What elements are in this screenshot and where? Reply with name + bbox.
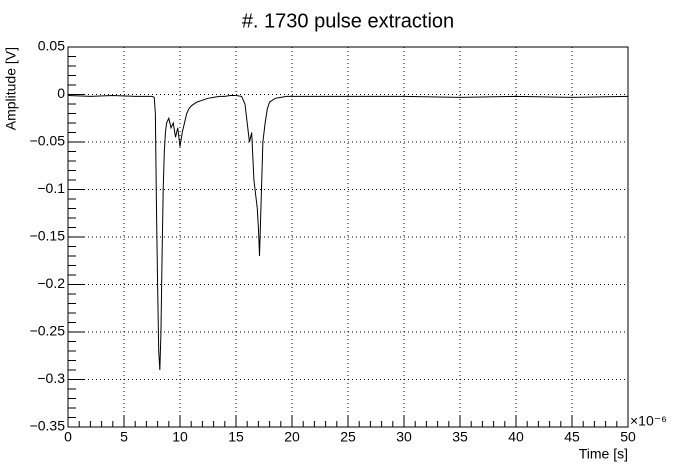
plot-frame (67, 46, 629, 428)
x-multiplier: ×10⁻⁶ (630, 413, 667, 429)
x-axis-title: Time [s] (579, 446, 628, 462)
y-tick-label: −0.3 (37, 370, 65, 386)
y-tick-label: −0.1 (37, 180, 65, 196)
y-tick-label: 0.05 (38, 38, 65, 54)
x-tick-label: 50 (620, 429, 636, 445)
x-tick-label: 25 (340, 429, 356, 445)
x-tick-label: 30 (396, 429, 412, 445)
x-tick-label: 5 (120, 429, 128, 445)
y-tick-label: −0.05 (30, 133, 66, 149)
chart-title: #. 1730 pulse extraction (242, 10, 454, 32)
y-tick-label: −0.25 (30, 323, 66, 339)
y-tick-label: 0 (57, 85, 65, 101)
x-tick-label: 40 (508, 429, 524, 445)
y-tick-label: −0.35 (30, 418, 66, 434)
y-tick-label: −0.2 (37, 275, 65, 291)
y-axis-title: Amplitude [V] (3, 47, 19, 130)
x-tick-label: 0 (64, 429, 72, 445)
x-tick-label: 35 (452, 429, 468, 445)
x-tick-label: 20 (284, 429, 300, 445)
y-tick-label: −0.15 (30, 228, 66, 244)
x-tick-label: 45 (564, 429, 580, 445)
x-tick-label: 15 (228, 429, 244, 445)
x-tick-label: 10 (172, 429, 188, 445)
data-line (67, 94, 629, 371)
